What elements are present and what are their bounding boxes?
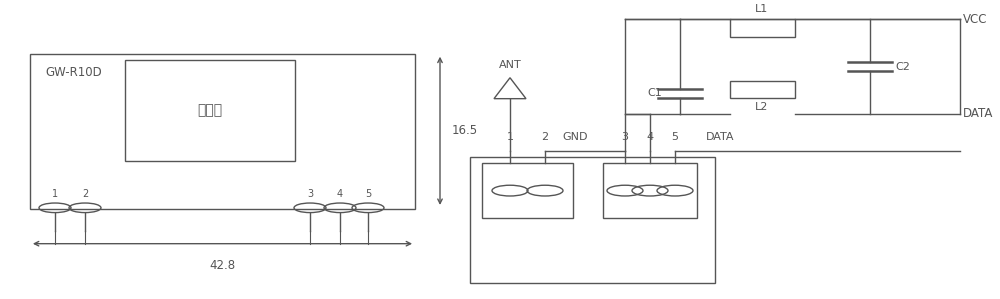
Text: 2: 2 [82, 189, 88, 199]
Text: 4: 4 [646, 132, 654, 142]
Bar [30, 54, 415, 209]
Text: 3: 3 [622, 132, 629, 142]
Text: GND: GND [562, 132, 588, 142]
Text: C2: C2 [895, 62, 910, 71]
Text: GW-R10D: GW-R10D [45, 66, 102, 79]
Text: 5: 5 [672, 132, 678, 142]
Text: 1: 1 [52, 189, 58, 199]
Bar [125, 60, 295, 161]
Text: DATA: DATA [706, 132, 734, 142]
Text: 16.5: 16.5 [452, 124, 478, 137]
Bar [730, 81, 795, 98]
Bar [730, 19, 795, 37]
Text: DATA: DATA [963, 107, 993, 120]
Text: L2: L2 [755, 102, 769, 112]
Text: 4: 4 [337, 189, 343, 199]
Text: VCC: VCC [963, 13, 988, 26]
Text: 3: 3 [307, 189, 313, 199]
Text: 屏蔽盒: 屏蔽盒 [197, 104, 223, 118]
Text: L1: L1 [755, 4, 769, 14]
Bar [470, 157, 715, 283]
Text: C1: C1 [647, 89, 662, 98]
Bar [603, 163, 697, 218]
Text: 42.8: 42.8 [209, 259, 236, 271]
Bar [482, 163, 573, 218]
Text: ANT: ANT [499, 60, 521, 70]
Text: 2: 2 [541, 132, 549, 142]
Text: 1: 1 [507, 132, 514, 142]
Text: 5: 5 [365, 189, 371, 199]
